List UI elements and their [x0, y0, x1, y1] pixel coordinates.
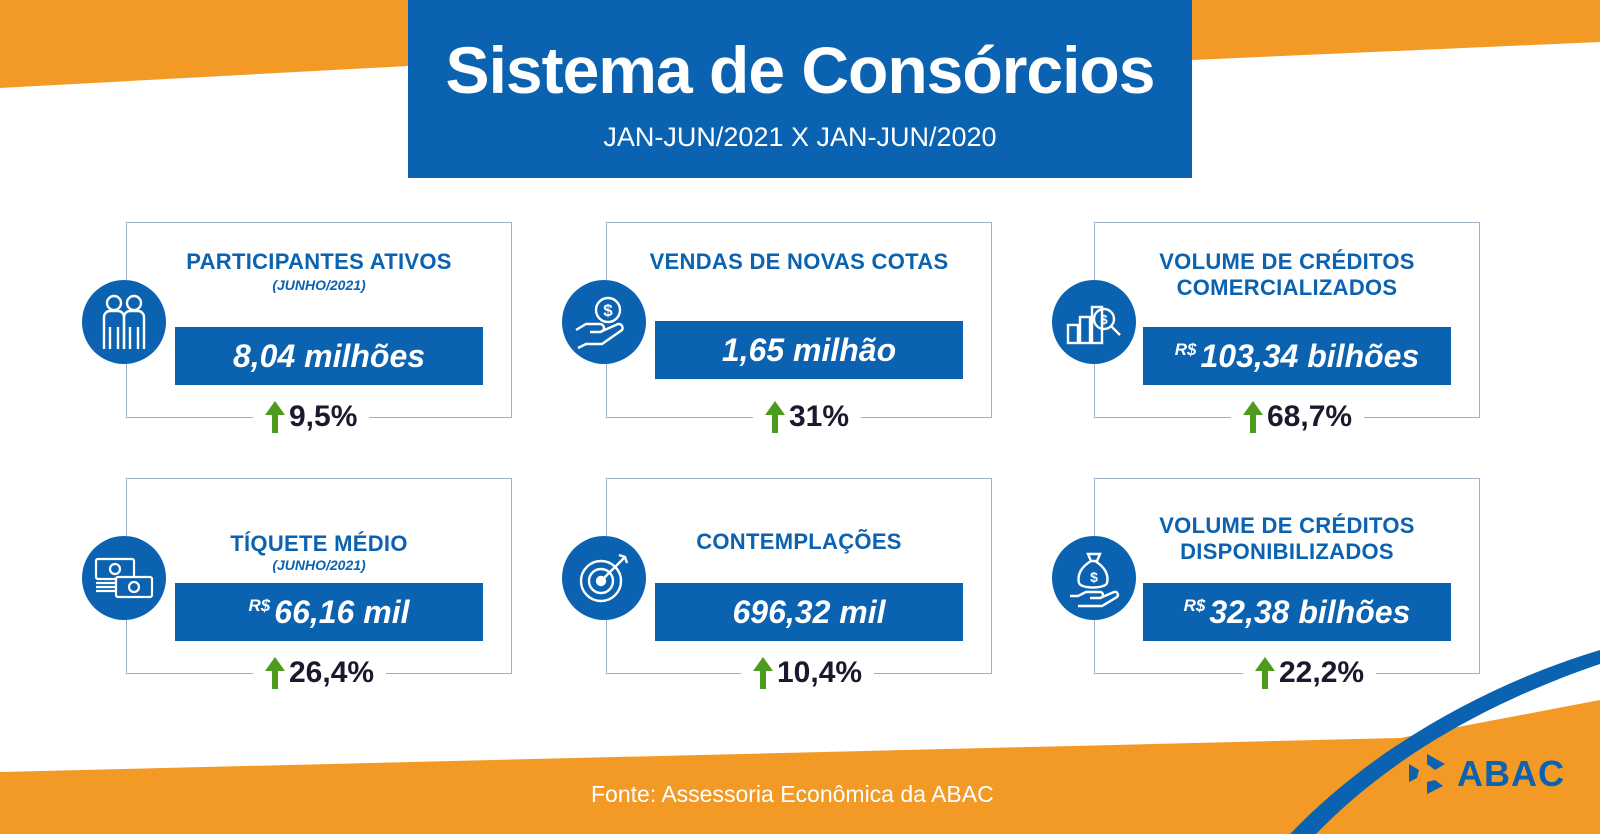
page-title: Sistema de Consórcios — [445, 33, 1156, 107]
card-value: 32,38 bilhões — [1209, 594, 1411, 630]
bottom-orange-band — [0, 700, 1600, 834]
card-value-box: R$ 32,38 bilhões — [1143, 583, 1451, 641]
up-arrow-icon — [753, 657, 773, 689]
header-banner: Sistema de Consórcios JAN-JUN/2021 X JAN… — [408, 0, 1192, 178]
card-change-value: 10,4% — [777, 656, 863, 689]
currency-label: R$ — [1174, 340, 1197, 359]
card-change-value: 31% — [789, 400, 850, 433]
card-value: 696,32 mil — [732, 594, 886, 630]
up-arrow-icon — [765, 401, 785, 433]
card-title-line1: VOLUME DE CRÉDITOS — [1159, 513, 1415, 538]
card-subtitle: (JUNHO/2021) — [272, 277, 366, 293]
currency-label: R$ — [1183, 596, 1206, 615]
abac-logo-icon — [1409, 754, 1445, 794]
card-volume-creditos-comercializados: VOLUME DE CRÉDITOS COMERCIALIZADOS R$ 103… — [1094, 222, 1480, 434]
hand-coin-icon: $ — [562, 280, 646, 364]
source-text: Fonte: Assessoria Econômica da ABAC — [591, 781, 994, 807]
up-arrow-icon — [265, 401, 285, 433]
card-volume-creditos-disponibilizados: VOLUME DE CRÉDITOS DISPONIBILIZADOS R$ 32… — [1094, 478, 1480, 690]
card-value: 66,16 mil — [274, 594, 410, 630]
bottom-blue-swoosh — [1290, 650, 1600, 834]
card-change-value: 26,4% — [289, 656, 375, 689]
svg-text:$: $ — [603, 301, 613, 320]
svg-text:$: $ — [1100, 312, 1108, 327]
card-value-box: 696,32 mil — [655, 583, 963, 641]
cash-stack-icon — [82, 536, 166, 620]
card-value: 1,65 milhão — [721, 332, 897, 368]
card-value-box: 1,65 milhão — [655, 321, 963, 379]
card-title-line2: COMERCIALIZADOS — [1176, 275, 1398, 300]
card-change: 26,4% — [253, 656, 387, 690]
card-title: PARTICIPANTES ATIVOS — [186, 249, 452, 274]
svg-text:$: $ — [1090, 569, 1098, 585]
card-change: 10,4% — [741, 656, 875, 690]
target-icon — [562, 536, 646, 620]
card-participantes-ativos: PARTICIPANTES ATIVOS (JUNHO/2021) 8,04 m… — [126, 222, 512, 434]
card-change: 9,5% — [253, 400, 370, 434]
card-title-line2: DISPONIBILIZADOS — [1180, 539, 1394, 564]
card-change: 68,7% — [1231, 400, 1365, 434]
card-value: 103,34 bilhões — [1200, 338, 1420, 374]
card-change: 22,2% — [1243, 656, 1377, 690]
card-change-value: 22,2% — [1279, 656, 1365, 689]
top-left-orange-band — [0, 0, 408, 88]
card-change-value: 9,5% — [289, 400, 358, 433]
top-right-orange-band — [1192, 0, 1600, 60]
card-title: CONTEMPLAÇÕES — [696, 529, 902, 554]
money-bag-hand-icon: $ — [1052, 536, 1136, 620]
people-icon — [82, 280, 166, 364]
up-arrow-icon — [1243, 401, 1263, 433]
up-arrow-icon — [265, 657, 285, 689]
card-value-box: 8,04 milhões — [175, 327, 483, 385]
card-change-value: 68,7% — [1267, 400, 1353, 433]
card-title-line1: VOLUME DE CRÉDITOS — [1159, 249, 1415, 274]
card-title: VENDAS DE NOVAS COTAS — [649, 249, 949, 274]
page-subtitle: JAN-JUN/2021 X JAN-JUN/2020 — [603, 122, 997, 152]
abac-logo: ABAC — [1405, 752, 1565, 796]
chart-magnifier-icon: $ — [1052, 280, 1136, 364]
card-subtitle: (JUNHO/2021) — [272, 557, 366, 573]
card-vendas-novas-cotas: VENDAS DE NOVAS COTAS 1,65 milhão 31% — [606, 222, 992, 434]
card-value-box: R$ 103,34 bilhões — [1143, 327, 1451, 385]
currency-label: R$ — [248, 596, 271, 615]
card-title: TÍQUETE MÉDIO — [230, 531, 408, 556]
card-value: 8,04 milhões — [232, 338, 426, 374]
abac-logo-text: ABAC — [1457, 753, 1565, 794]
card-tiquete-medio: TÍQUETE MÉDIO (JUNHO/2021) R$ 66,16 mil 2… — [126, 478, 512, 690]
card-value-box: R$ 66,16 mil — [175, 583, 483, 641]
card-change: 31% — [753, 400, 862, 434]
up-arrow-icon — [1255, 657, 1275, 689]
card-contemplacoes: CONTEMPLAÇÕES 696,32 mil 10,4% — [606, 478, 992, 690]
